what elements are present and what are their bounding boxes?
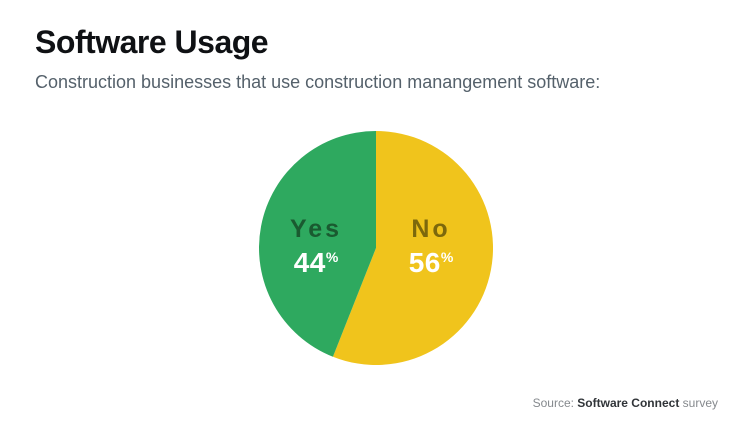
page-subtitle: Construction businesses that use constru… — [35, 72, 601, 92]
pie-slice-no — [332, 131, 493, 365]
source-prefix: Source: — [532, 396, 574, 410]
source-name: Software Connect — [577, 396, 680, 410]
source-suffix: survey — [682, 396, 718, 410]
source-attribution: Source: Software Connect survey — [533, 396, 718, 410]
page-title: Software Usage — [35, 24, 269, 60]
pie-slice-yes — [259, 131, 376, 357]
pie-chart — [259, 131, 493, 365]
